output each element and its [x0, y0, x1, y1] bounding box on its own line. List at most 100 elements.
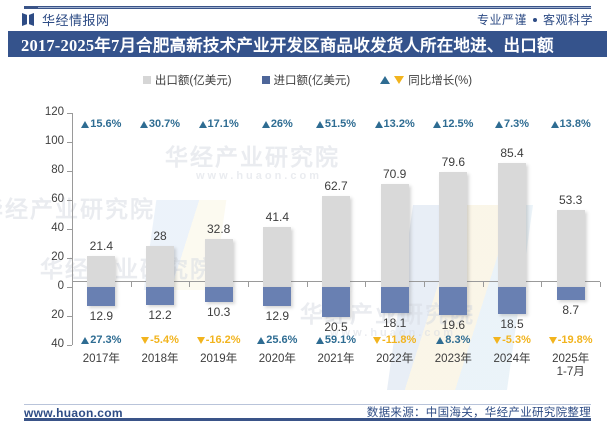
import-growth-value: -5.3%	[502, 334, 531, 346]
x-axis-category-label: 2017年	[61, 353, 141, 366]
import-bar[interactable]	[146, 287, 174, 305]
double-chevron-logo-icon	[22, 13, 36, 26]
export-growth-value: 30.7%	[148, 118, 181, 130]
export-growth-label: 30.7%	[120, 118, 200, 130]
x-axis-tick	[600, 282, 601, 287]
export-bar[interactable]	[556, 209, 585, 287]
import-value-label: 18.1	[382, 316, 407, 331]
import-bar[interactable]	[322, 287, 350, 317]
export-bar[interactable]	[204, 239, 233, 287]
up-triangle-icon	[315, 121, 324, 128]
header-tagline: 专业严谨 客观科学	[477, 11, 593, 28]
export-growth-label: 13.8%	[531, 118, 611, 130]
up-triangle-icon	[494, 121, 503, 128]
export-value-label: 62.7	[324, 179, 348, 194]
import-bar[interactable]	[556, 287, 585, 300]
down-triangle-icon	[373, 337, 382, 344]
import-bar[interactable]	[204, 287, 233, 302]
up-triangle-icon	[550, 121, 559, 128]
export-growth-value: 26%	[270, 118, 293, 130]
export-growth-value: 15.6%	[90, 118, 122, 130]
legend-label-growth: 同比增长(%)	[408, 75, 473, 87]
export-growth-label: 12.5%	[413, 118, 493, 130]
down-triangle-icon	[141, 337, 150, 344]
brand: 华经情报网	[22, 10, 110, 29]
legend-label-export: 出口额(亿美元)	[154, 75, 232, 87]
y-axis-tick-label: 0	[57, 280, 64, 292]
x-axis-category-label: 2020年	[237, 353, 317, 366]
y-axis-tick-label: 20	[51, 251, 64, 263]
down-triangle-icon	[493, 337, 502, 344]
import-growth-value: -11.8%	[382, 334, 417, 346]
export-growth-value: 7.3%	[503, 118, 530, 130]
brand-name: 华经情报网	[42, 13, 110, 28]
import-growth-label: 8.3%	[413, 334, 493, 346]
y-axis-tick-label: 120	[44, 106, 64, 118]
x-axis-tick	[189, 282, 191, 287]
export-bar[interactable]	[146, 246, 174, 287]
import-bar[interactable]	[439, 287, 468, 316]
x-axis-category-line: 1-7月	[556, 366, 585, 378]
export-bar[interactable]	[263, 226, 292, 287]
import-growth-value: 59.1%	[324, 334, 357, 346]
import-value-label: 20.5	[324, 319, 348, 334]
footer-rule	[24, 418, 591, 421]
y-axis-tick-label: 60	[51, 193, 64, 205]
legend-item-export[interactable]: 出口额(亿美元)	[142, 72, 232, 88]
y-axis-tick-label: 40	[51, 338, 64, 350]
up-triangle-icon	[139, 121, 148, 128]
export-bar[interactable]	[380, 184, 409, 287]
x-axis-category-label: 2021年	[296, 353, 376, 366]
import-value-label: 19.6	[441, 318, 465, 333]
export-growth-label: 51.5%	[296, 118, 376, 130]
x-axis-category-line: 2018年	[141, 353, 179, 365]
legend-item-growth[interactable]: 同比增长(%)	[380, 72, 472, 88]
x-axis-tick	[306, 282, 308, 287]
import-growth-value: -19.8%	[557, 334, 593, 346]
export-bar[interactable]	[322, 196, 350, 287]
y-axis-tick-label: 80	[51, 164, 64, 176]
footer-source: 数据来源：中国海关，华经产业研究院整理	[366, 407, 591, 419]
export-growth-label: 7.3%	[472, 118, 552, 130]
y-axis-tick	[67, 142, 72, 143]
x-axis-tick	[72, 282, 73, 287]
up-triangle-icon	[198, 121, 207, 128]
export-growth-label: 17.1%	[179, 118, 259, 130]
export-value-label: 28	[153, 229, 167, 244]
up-triangle-icon	[380, 76, 391, 84]
import-value-label: 12.9	[265, 308, 289, 323]
y-axis-tick	[67, 113, 72, 114]
import-bar[interactable]	[263, 287, 292, 306]
x-axis-category-line: 2017年	[82, 353, 120, 365]
import-growth-value: 8.3%	[445, 334, 471, 346]
export-growth-value: 12.5%	[442, 118, 474, 130]
import-growth-label: -16.2%	[179, 334, 259, 346]
x-axis-category-label: 2018年	[120, 353, 200, 366]
x-axis-category-line: 2024年	[493, 353, 531, 365]
x-axis-tick	[541, 282, 543, 287]
x-axis-tick	[424, 282, 425, 287]
import-value-label: 18.5	[500, 316, 524, 331]
import-growth-value: -5.4%	[150, 334, 179, 346]
x-axis-category-label: 2022年	[355, 353, 435, 366]
x-axis-tick	[482, 282, 484, 287]
up-triangle-icon	[315, 337, 324, 344]
legend-item-import[interactable]: 进口额(亿美元)	[261, 72, 350, 88]
export-bar[interactable]	[498, 163, 526, 287]
y-axis-tick	[67, 258, 72, 259]
footer-site[interactable]: www.huaon.com	[24, 406, 123, 420]
import-bar[interactable]	[87, 287, 116, 306]
export-bar[interactable]	[439, 171, 468, 287]
x-axis-tick	[248, 282, 249, 287]
import-bar[interactable]	[498, 287, 526, 314]
x-axis-category-line: 2023年	[434, 353, 472, 365]
export-value-label: 70.9	[382, 167, 407, 182]
import-bar[interactable]	[380, 287, 409, 314]
y-axis-tick	[67, 171, 72, 172]
import-growth-label: 27.3%	[61, 334, 141, 346]
export-bar[interactable]	[87, 255, 116, 287]
export-value-label: 41.4	[265, 209, 289, 224]
x-axis-category-line: 2022年	[376, 353, 414, 365]
x-axis-tick	[130, 282, 132, 287]
